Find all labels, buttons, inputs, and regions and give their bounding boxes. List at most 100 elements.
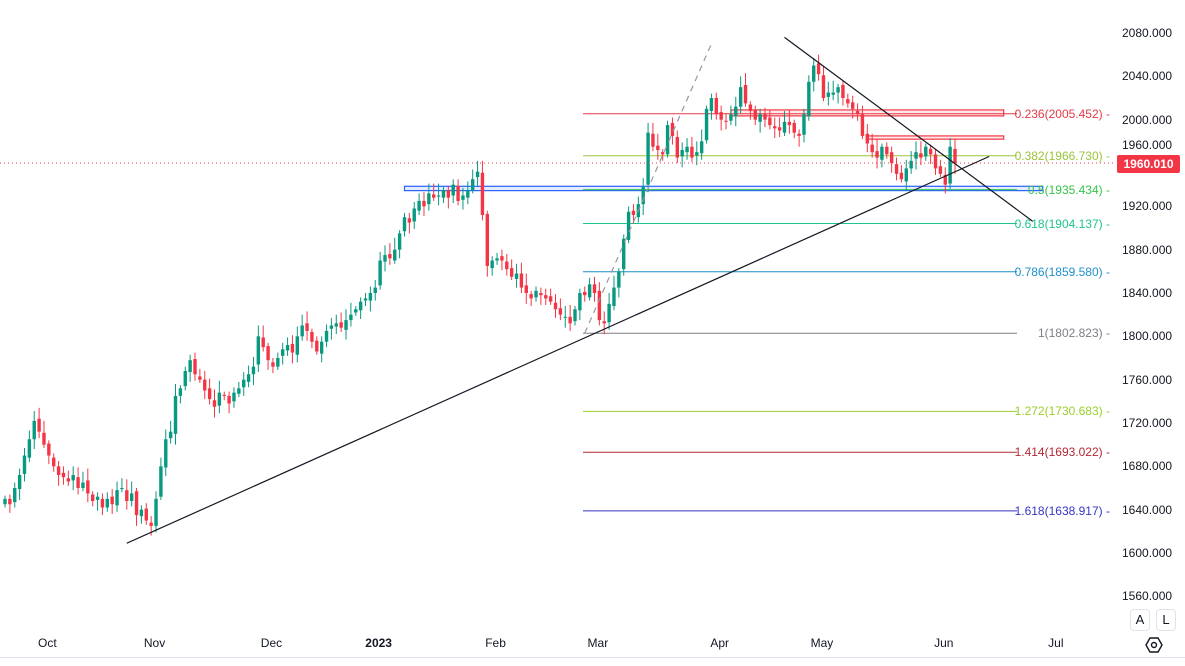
candle-body [622,238,626,270]
settings-gear-icon[interactable] [1145,636,1163,654]
candle [203,371,207,400]
fib-label: 0.786(1859.580) - [1014,264,1110,279]
candle [310,328,314,349]
candle-body [76,477,80,488]
candle [928,144,933,165]
x-tick-label: 2023 [365,636,392,650]
candle-body [86,480,90,494]
candle [734,96,738,127]
candle [802,108,806,143]
candle [880,143,884,168]
candle-body [222,394,226,396]
candle [500,249,504,271]
y-tick-label: 1880.000 [1122,242,1173,257]
candle-body [470,179,475,191]
candle [607,293,611,330]
candle [422,192,426,217]
candle [846,93,850,108]
candle-body [285,345,290,351]
candle-body [729,114,733,121]
candle [212,389,217,418]
candle [782,111,787,136]
candle-body [660,152,665,155]
candle-body [227,395,231,404]
candle [324,324,329,348]
candle [763,107,767,128]
candle-body [129,493,134,501]
candle [792,119,796,139]
fib-label: 1.414(1693.022) - [1014,445,1110,460]
log-scale-button[interactable]: L [1156,609,1176,631]
candle-body [500,256,504,261]
candle-body [846,99,850,104]
candle-body [110,496,114,505]
candle [120,478,124,493]
candle [193,352,197,381]
candle [139,505,144,524]
candle-body [807,81,811,117]
candle-body [534,290,538,298]
candle-body [290,343,295,353]
candle [529,290,533,306]
candle [383,245,387,272]
candle [407,212,412,234]
candle-body [232,392,236,402]
candle [110,489,114,514]
candle-body [919,153,923,158]
candle [261,325,265,352]
candle-body [928,148,933,155]
candle [573,306,577,326]
candle [509,259,514,280]
candle-body [81,482,85,488]
candle [105,492,110,512]
y-tick-label: 1640.000 [1122,502,1173,517]
candle [938,159,943,178]
candle [490,256,494,276]
candle-body [573,309,577,322]
candle-body [193,359,197,375]
candle [378,251,382,290]
candle-body [237,388,241,394]
candle-body [300,325,304,337]
candle [47,440,51,465]
candle [480,160,485,221]
candle [52,453,56,472]
candle [154,491,158,533]
candle [685,138,689,160]
fib-label-text: 1.618(1638.917) [1014,503,1103,518]
candle [583,286,587,302]
candle-body [587,284,592,298]
candle [290,335,295,364]
candle-body [656,145,660,150]
candle-body [865,133,870,144]
candle [242,372,246,396]
candle-body [178,388,183,396]
candle [495,252,499,265]
candle-body [363,298,368,301]
candle [787,109,792,134]
candle-body [607,303,611,323]
candle [914,141,918,170]
fib-label-text: 0.618(1904.137) [1014,216,1103,231]
y-tick-label: 1920.000 [1122,199,1173,214]
candle-body [909,160,913,169]
candle-body [485,213,490,266]
candle [641,178,645,215]
candle-body [860,114,865,136]
candle [178,385,183,404]
candle-body [539,293,543,296]
candle [13,482,17,508]
candle-body [466,190,470,198]
candle [660,148,665,161]
candle [164,429,168,477]
candle [875,139,879,169]
candle-body [310,332,314,342]
candle [665,120,670,158]
candle [368,286,373,312]
candle-body [826,92,831,97]
candle [899,165,904,183]
candle [246,365,251,388]
auto-scale-button[interactable]: A [1130,609,1150,631]
candle [816,54,821,81]
